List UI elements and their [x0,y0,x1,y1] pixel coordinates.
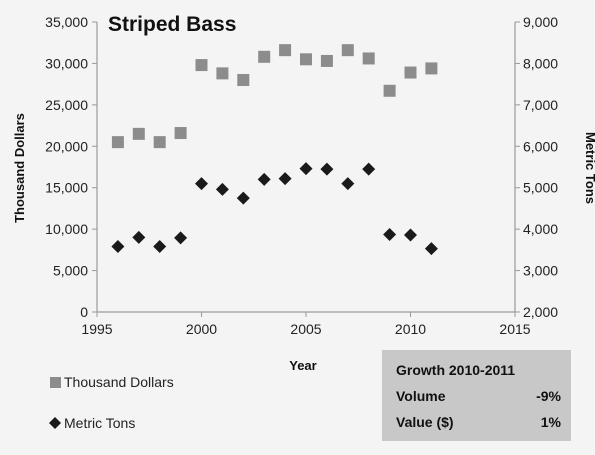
axis-ticks: 0 5,000 10,000 15,000 20,000 25,000 30,000 35,0… [45,14,558,337]
right-y-tick-label: 2,000 [523,304,558,320]
x-axis-label: Year [289,358,316,373]
point-metric-tons [257,172,271,186]
left-y-tick-label: 15,000 [45,180,88,196]
left-y-tick-label: 25,000 [45,97,88,113]
left-y-axis-label: Thousand Dollars [12,113,27,223]
point-metric-tons [341,177,355,191]
right-y-tick-label: 3,000 [523,263,558,279]
data-marks [111,44,438,256]
point-metric-tons [215,182,229,196]
point-metric-tons [299,162,313,176]
point-thousand-dollars [425,62,438,75]
point-thousand-dollars [132,127,145,140]
left-y-tick-label: 10,000 [45,221,88,237]
right-y-tick-label: 9,000 [523,14,558,30]
point-metric-tons [404,228,417,242]
right-y-tick-label: 7,000 [523,97,558,113]
chart-title: Striped Bass [108,13,236,36]
growth-box-title: Growth 2010-2011 [396,362,515,378]
point-thousand-dollars [174,127,187,140]
left-y-tick-label: 5,000 [53,263,88,279]
left-y-tick-label: 35,000 [45,14,88,30]
left-y-tick-label: 20,000 [45,138,88,154]
growth-volume-value: -9% [536,388,561,404]
right-y-tick-label: 8,000 [523,55,558,71]
x-tick-label: 1995 [81,321,112,337]
point-thousand-dollars [300,53,312,66]
growth-value-value: 1% [541,414,562,430]
x-tick-label: 2010 [395,321,426,337]
point-thousand-dollars [258,50,271,63]
point-thousand-dollars [320,54,333,67]
point-metric-tons [174,231,188,245]
point-metric-tons [236,191,250,205]
point-thousand-dollars [153,136,166,149]
x-tick-label: 2000 [186,321,217,337]
point-thousand-dollars [111,136,124,149]
point-metric-tons [320,162,334,176]
legend-marker-metric-tons [49,417,61,429]
growth-box-background [382,350,571,441]
left-y-tick-label: 0 [80,304,88,320]
point-metric-tons [362,162,376,176]
x-tick-label: 2015 [499,321,530,337]
point-thousand-dollars [362,52,375,65]
growth-value-label: Value ($) [396,414,454,430]
growth-volume-label: Volume [396,388,446,404]
point-thousand-dollars [383,84,396,97]
point-thousand-dollars [237,74,250,86]
right-y-axis-label: Metric Tons [583,132,595,204]
point-thousand-dollars [216,67,229,80]
point-metric-tons [132,230,146,244]
point-metric-tons [278,172,292,186]
legend: Thousand Dollars Metric Tons [49,374,174,431]
legend-label-thousand-dollars: Thousand Dollars [64,374,174,390]
point-metric-tons [424,242,438,256]
right-y-tick-label: 6,000 [523,138,558,154]
right-y-tick-label: 5,000 [523,180,558,196]
right-y-tick-label: 4,000 [523,221,558,237]
x-tick-label: 2005 [290,321,321,337]
point-thousand-dollars [279,44,292,57]
legend-label-metric-tons: Metric Tons [64,415,135,431]
point-thousand-dollars [195,59,208,72]
legend-marker-thousand-dollars [50,377,61,388]
point-thousand-dollars [341,44,354,57]
point-thousand-dollars [404,66,417,79]
point-metric-tons [383,228,397,242]
point-metric-tons [195,177,208,191]
point-metric-tons [153,240,167,254]
point-metric-tons [111,240,125,254]
left-y-tick-label: 30,000 [45,55,88,71]
growth-box: Growth 2010-2011 Volume -9% Value ($) 1% [382,350,571,441]
